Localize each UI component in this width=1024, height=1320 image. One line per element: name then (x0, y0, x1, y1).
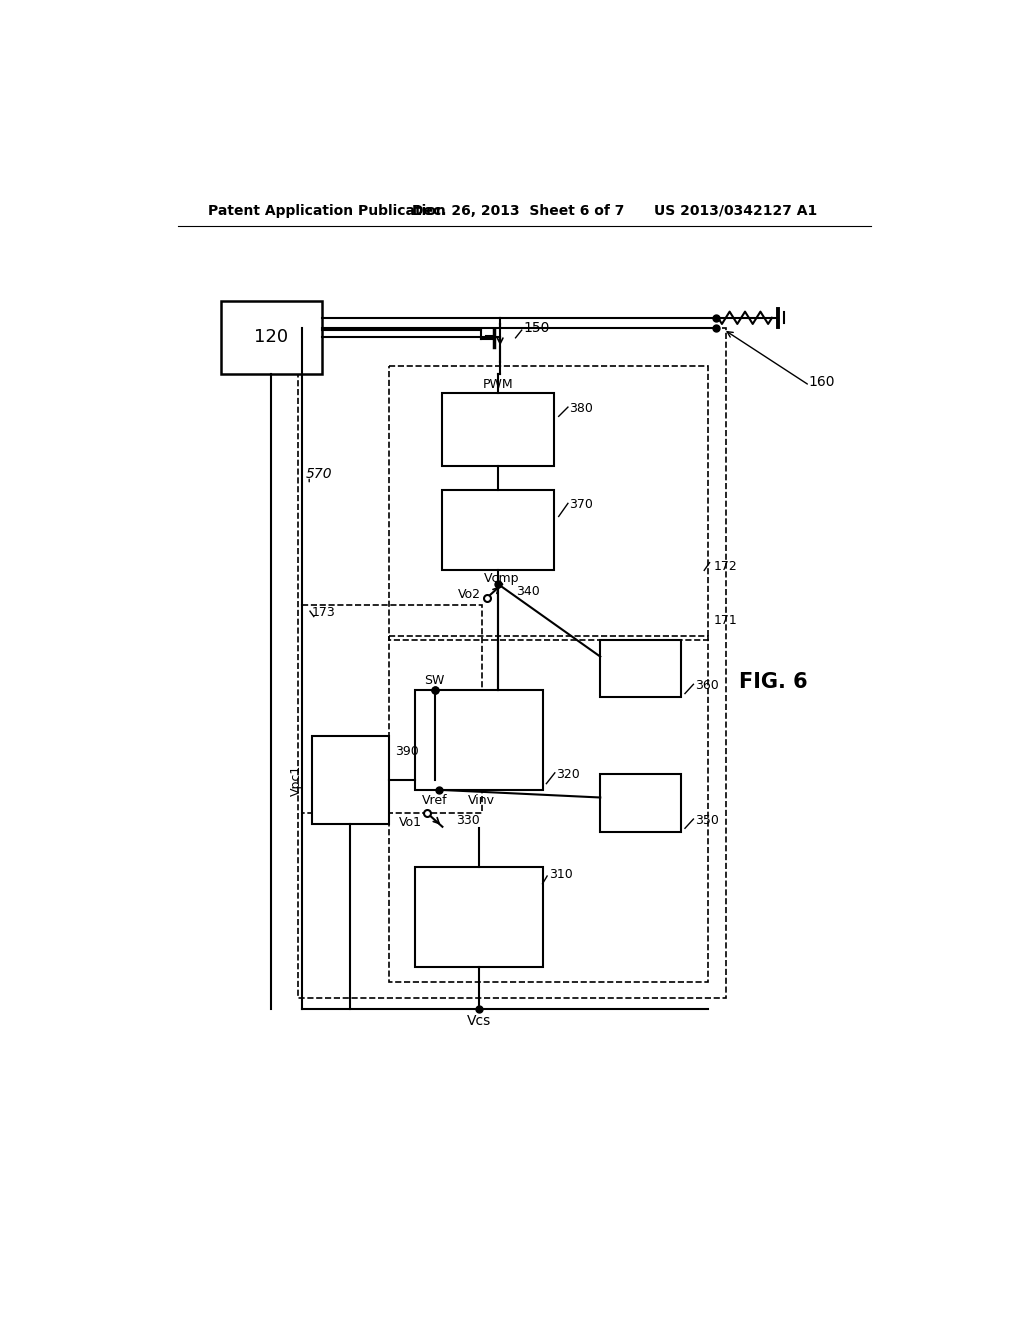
Bar (442, 393, 554, 466)
Text: 330: 330 (457, 814, 480, 828)
Bar (416, 689, 543, 789)
Text: 310: 310 (549, 869, 572, 880)
Text: 173: 173 (311, 606, 335, 619)
Text: 120: 120 (254, 329, 289, 346)
Text: 380: 380 (569, 403, 593, 416)
Text: Vo1: Vo1 (398, 816, 422, 829)
Text: 390: 390 (394, 744, 419, 758)
Text: Vo2: Vo2 (459, 587, 481, 601)
Text: Vinv: Vinv (467, 795, 495, 807)
Bar (600, 640, 681, 697)
Text: Vcmp: Vcmp (484, 572, 520, 585)
Text: 150: 150 (523, 321, 550, 335)
Text: Patent Application Publication: Patent Application Publication (208, 203, 445, 218)
Text: 172: 172 (714, 560, 737, 573)
Text: Dec. 26, 2013  Sheet 6 of 7: Dec. 26, 2013 Sheet 6 of 7 (412, 203, 624, 218)
Bar (311, 737, 388, 825)
Bar (298, 327, 726, 998)
Bar (221, 301, 322, 374)
Text: Vpc1: Vpc1 (290, 764, 303, 796)
Text: SW: SW (425, 675, 444, 686)
Text: 340: 340 (516, 585, 540, 598)
Bar (388, 636, 708, 982)
Text: US 2013/0342127 A1: US 2013/0342127 A1 (654, 203, 817, 218)
Bar (301, 605, 482, 813)
Text: Vcs: Vcs (467, 1014, 492, 1028)
Text: 360: 360 (695, 680, 719, 693)
Text: 171: 171 (714, 614, 737, 627)
Bar (416, 867, 543, 966)
Text: 160: 160 (808, 375, 835, 388)
Text: 370: 370 (569, 499, 593, 511)
Text: FIG. 6: FIG. 6 (739, 672, 808, 692)
Bar (600, 775, 681, 832)
Text: PWM: PWM (483, 378, 514, 391)
Bar (388, 367, 708, 640)
Text: 320: 320 (556, 768, 581, 781)
Text: Vref: Vref (422, 795, 447, 807)
Bar (442, 490, 554, 570)
Text: 570: 570 (306, 467, 333, 480)
Text: 350: 350 (695, 814, 719, 828)
